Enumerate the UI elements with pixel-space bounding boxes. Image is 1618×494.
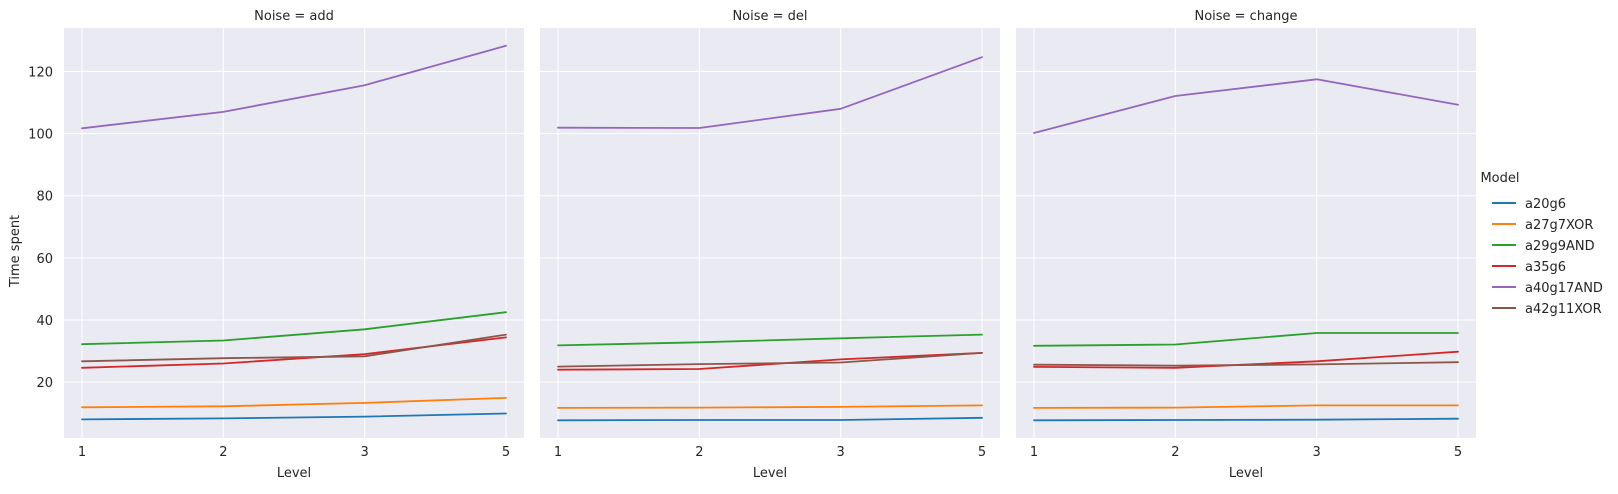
x-tick-label: 3	[1313, 445, 1321, 460]
legend-item-a20g6: a20g6	[1492, 197, 1566, 212]
panel-1: Noise = add 1 2 3 5 Level 20 40 60 80 100 120	[28, 9, 524, 481]
x-axis-label: Level	[1229, 466, 1263, 481]
x-tick-label: 5	[1454, 445, 1462, 460]
x-tick-label: 1	[1030, 445, 1038, 460]
y-tick-label: 120	[28, 65, 53, 80]
legend-label: a42g11XOR	[1525, 302, 1602, 317]
legend-item-a40g17AND: a40g17AND	[1492, 281, 1603, 296]
plot-background	[1016, 28, 1476, 438]
panel-3: Noise = change 1 2 3 5 Level	[1016, 9, 1476, 481]
legend-label: a20g6	[1525, 197, 1566, 212]
panel-2: Noise = del 1 2 3 5 Level	[540, 9, 1000, 481]
legend-item-a42g11XOR: a42g11XOR	[1492, 302, 1602, 317]
series-line-a20g6	[557, 416, 983, 422]
legend-label: a29g9AND	[1525, 239, 1595, 254]
series-line-a27g7XOR	[557, 404, 983, 409]
y-tick-label: 100	[28, 128, 53, 143]
x-tick-label: 3	[361, 445, 369, 460]
panel-title: Noise = del	[732, 9, 807, 24]
series-line-a29g9AND	[81, 311, 507, 346]
y-tick-label: 60	[36, 252, 53, 267]
x-tick-label: 2	[219, 445, 227, 460]
series-line-a29g9AND	[1033, 332, 1459, 347]
x-tick-label: 2	[1171, 445, 1179, 460]
panel-title: Noise = change	[1194, 9, 1297, 24]
plot-background	[540, 28, 1000, 438]
series-line-a40g17AND	[81, 44, 507, 130]
x-tick-label: 1	[78, 445, 86, 460]
x-axis-label: Level	[277, 466, 311, 481]
series-line-a40g17AND	[1033, 78, 1459, 134]
series-line-a40g17AND	[557, 56, 983, 129]
y-tick-label: 20	[36, 376, 53, 391]
legend-title: Model	[1480, 171, 1519, 186]
y-tick-label: 80	[36, 190, 53, 205]
panel-title: Noise = add	[254, 9, 334, 24]
legend-item-a27g7XOR: a27g7XOR	[1492, 218, 1593, 233]
series-line-a20g6	[1033, 417, 1459, 422]
series-line-a27g7XOR	[1033, 404, 1459, 409]
series-line-a42g11XOR	[1033, 361, 1459, 367]
x-tick-label: 3	[837, 445, 845, 460]
legend-items: a20g6 a27g7XOR a29g9AND a35g6 a40g17AND a42g1…	[1492, 197, 1603, 317]
series-line-a20g6	[81, 412, 507, 421]
series-line-a27g7XOR	[81, 396, 507, 409]
x-tick-label: 5	[978, 445, 986, 460]
y-tick-label: 40	[36, 314, 53, 329]
legend-item-a29g9AND: a29g9AND	[1492, 239, 1595, 254]
x-axis-label: Level	[753, 466, 787, 481]
legend-label: a40g17AND	[1525, 281, 1603, 296]
series-line-a29g9AND	[557, 333, 983, 347]
x-tick-label: 5	[502, 445, 510, 460]
legend-label: a27g7XOR	[1525, 218, 1593, 233]
y-axis-label: Time spent	[8, 215, 23, 288]
legend-label: a35g6	[1525, 260, 1566, 275]
series-line-a42g11XOR	[557, 351, 983, 368]
x-tick-label: 2	[695, 445, 703, 460]
legend: Model a20g6 a27g7XOR a29g9AND a35g6 a40g17AN…	[1480, 171, 1602, 317]
plot-background	[64, 28, 524, 438]
x-tick-label: 1	[554, 445, 562, 460]
series-line-a42g11XOR	[81, 333, 507, 363]
legend-item-a35g6: a35g6	[1492, 260, 1566, 275]
